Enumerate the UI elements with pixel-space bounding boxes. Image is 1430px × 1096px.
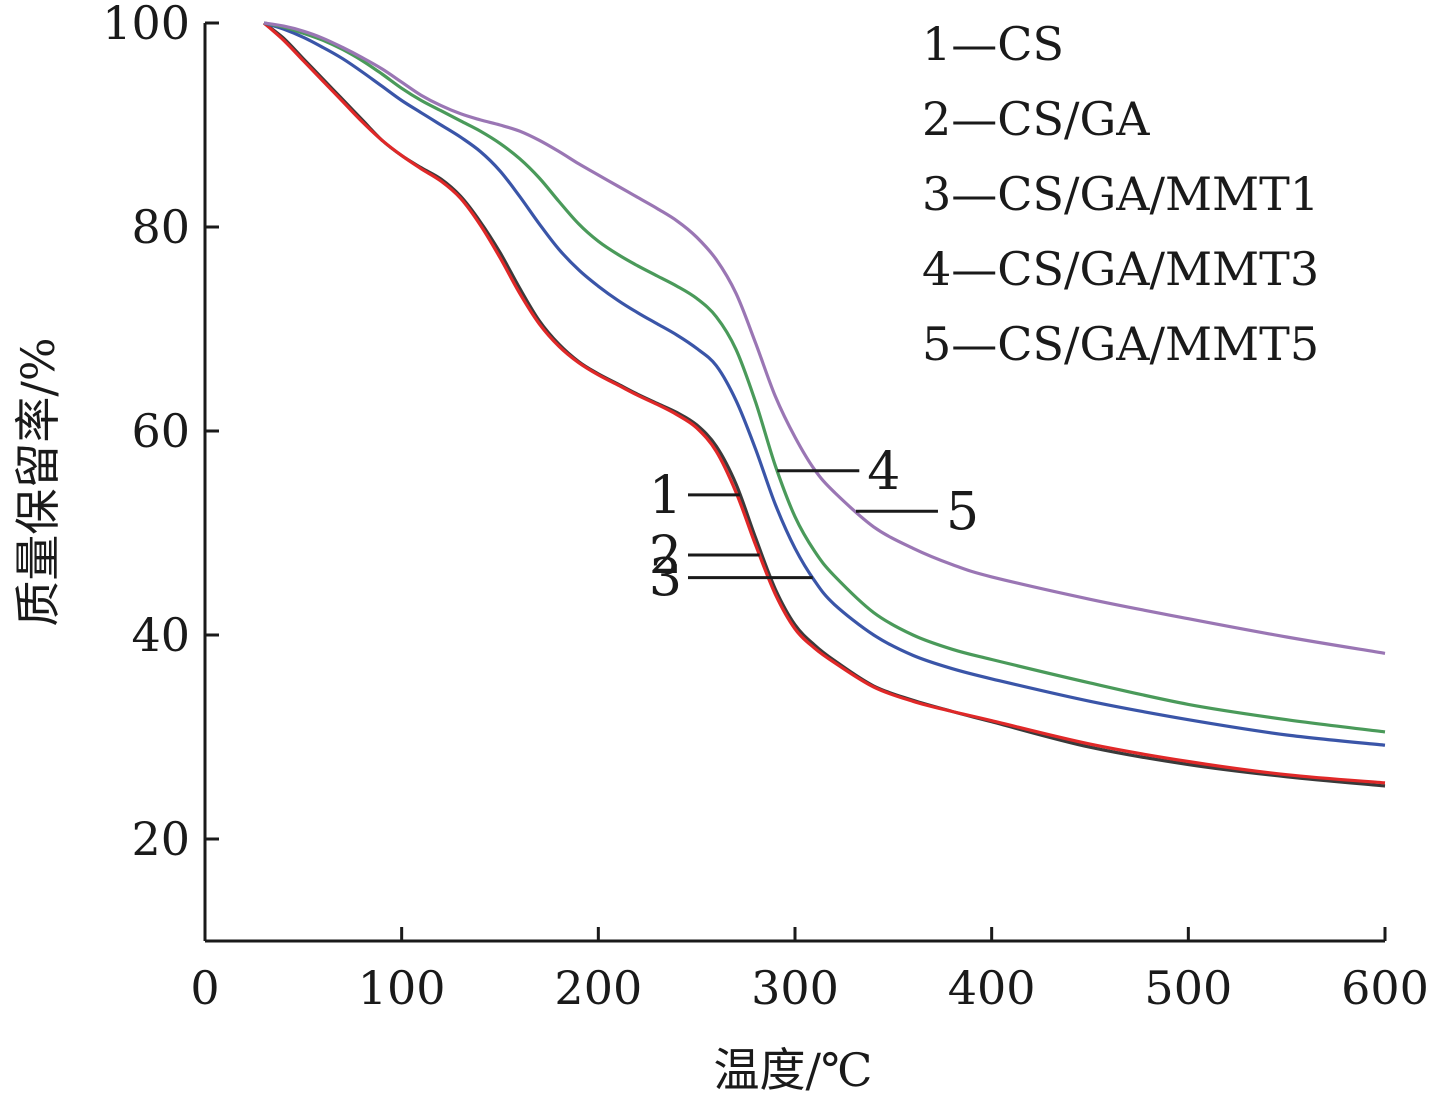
x-axis-title: 温度/℃ — [714, 1043, 873, 1096]
legend-entry-5: 5—CS/GA/MMT5 — [922, 317, 1319, 371]
legend-entry-1: 1—CS — [922, 17, 1064, 71]
series-callouts: 123 45 — [649, 442, 979, 609]
series-line-4 — [263, 21, 1386, 734]
callout-label-3: 3 — [649, 549, 682, 609]
y-axis-ticks: 20 40 60 80 100 — [102, 0, 219, 866]
x-tick-label: 300 — [751, 961, 839, 1015]
legend-entry-3: 3—CS/GA/MMT1 — [922, 167, 1319, 221]
y-tick-label: 20 — [131, 812, 190, 866]
axes: 0 100 200 300 400 500 600 20 40 60 80 100 — [102, 0, 1429, 1015]
series-line-3 — [263, 21, 1386, 747]
x-tick-label: 0 — [190, 961, 219, 1015]
callout-label-2: 2 — [649, 526, 682, 586]
series-lines — [262, 21, 1386, 788]
y-tick-label: 40 — [131, 608, 190, 662]
series-line-1 — [263, 21, 1386, 788]
x-axis-ticks: 0 100 200 300 400 500 600 — [190, 927, 1429, 1015]
legend-entry-2: 2—CS/GA — [922, 92, 1150, 146]
y-tick-label: 100 — [102, 0, 190, 50]
x-tick-label: 100 — [358, 961, 446, 1015]
legend: 1—CS 2—CS/GA 3—CS/GA/MMT1 4—CS/GA/MMT3 5—CS/… — [922, 17, 1319, 371]
x-tick-label: 600 — [1341, 961, 1429, 1015]
callout-label-1: 1 — [649, 466, 682, 526]
x-tick-label: 500 — [1144, 961, 1232, 1015]
y-tick-label: 80 — [131, 200, 190, 254]
callout-label-4: 4 — [867, 442, 900, 502]
y-axis-title: 质量保留率/% — [11, 337, 65, 626]
legend-entry-4: 4—CS/GA/MMT3 — [922, 242, 1319, 296]
callout-label-5: 5 — [946, 482, 979, 542]
x-tick-label: 200 — [554, 961, 642, 1015]
y-tick-label: 60 — [131, 404, 190, 458]
series-line-5 — [263, 21, 1386, 655]
x-tick-label: 400 — [948, 961, 1036, 1015]
series-line-2 — [262, 21, 1386, 785]
